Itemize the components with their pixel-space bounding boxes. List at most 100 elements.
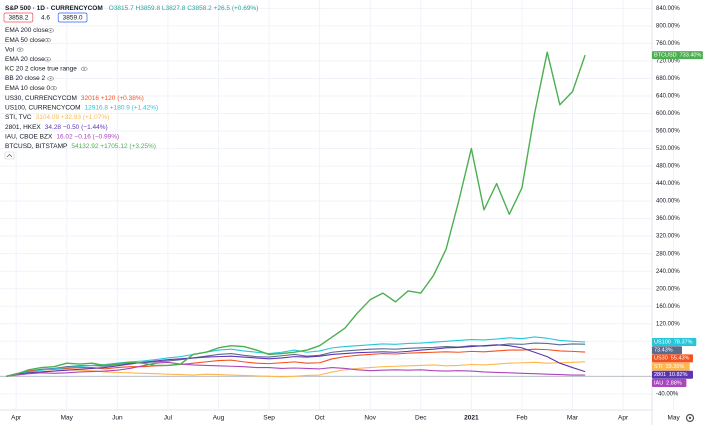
collapse-arrow [6,154,13,158]
price-tag-label: STI 33.26% [654,364,684,370]
legend-name: STI, TVC [5,114,32,121]
legend-entry: BTCUSD, BITSTAMP 54132.92 +1705.12 (+3.25… [5,143,156,150]
x-tick-label: Dec [415,415,427,422]
legend-quote: 54132.92 +1705.12 (+3.25%) [71,143,156,150]
legend: S&P 500 · 1D · CURRENCYCOM O3815.7 H3859.… [3,5,258,160]
price-tag-name: IAU [654,381,663,387]
x-tick-label: Aug [213,415,225,422]
y-tick-label: 400.00% [656,199,680,205]
y-tick-label: 320.00% [656,234,680,240]
price-tag [652,362,690,371]
eye-icon[interactable] [47,76,54,81]
price-tag [652,379,687,388]
eye-pupil [19,48,21,51]
settings-icon[interactable] [685,413,695,423]
y-tick-label: 360.00% [656,216,680,222]
y-tick-label: 120.00% [656,321,680,327]
price-tag-value: 733.40% [680,53,702,59]
price-tag-label: US30 55.43% [654,356,690,362]
y-tick-label: 240.00% [656,269,680,275]
price-tag [652,338,697,347]
eye-icon[interactable] [44,37,51,43]
plot [5,51,586,378]
eye-pupil [83,68,85,70]
x-tick-label: Oct [315,415,325,422]
grid [0,0,675,410]
indicator-label: EMA 50 close [5,37,45,44]
x-tick-label: Feb [516,415,528,422]
y-tick-label: 280.00% [656,251,680,257]
y-tick-label: 800.00% [656,23,680,29]
eye-icon[interactable] [16,47,24,52]
eye-pupil [52,87,55,89]
legend-name: IAU, CBOE BZX [5,133,53,140]
price-tag [652,370,693,379]
legend-entry: US30, CURRENCYCOM 32016 +120 (+0.38%) [5,95,144,102]
legend-quote: 12916.8 +180.9 (+1.42%) [85,104,159,111]
legend-quote: 3104.09 +32.93 (+1.07%) [36,114,110,121]
symbol-quote: O3815.7 H3859.8 L3827.8 C3858.2 +26.5 (+… [109,5,259,12]
indicator-label: Vol [5,46,15,53]
collapse-button[interactable] [4,151,15,160]
legend-entry: STI, TVC 3104.09 +32.93 (+1.07%) [5,114,109,121]
legend-entry: US100, CURRENCYCOM 12916.8 +180.9 (+1.42%… [5,104,158,111]
series-line [5,348,586,377]
y-tick-label: 640.00% [656,94,680,100]
legend-name: BTCUSD, BITSTAMP [5,143,67,150]
eye-pupil [49,77,52,80]
indicator-label: KC 20 2 close true range [5,66,77,73]
price-tag-label: BTCUSD 733.40% [654,53,701,59]
legend-name: 2801, HKEX [5,124,41,131]
price-tag-value: 2.88% [666,381,682,387]
eye-icon[interactable] [47,28,54,33]
indicator-label: EMA 200 close [5,27,49,34]
legend-quote: 32016 +120 (+0.38%) [81,95,144,102]
x-tick-label: 2021 [464,415,479,422]
price-button[interactable] [3,12,34,23]
legend-entry: 2801, HKEX 34.28 −0.50 (−1.44%) [5,124,108,131]
y-tick-label: 680.00% [656,76,680,82]
price-tag-name: US30 [654,356,668,362]
eye-icon[interactable] [44,57,51,62]
legend-quote: 16.02 −0.16 (−0.99%) [56,133,119,140]
y-tick-label: 840.00% [656,6,680,12]
price-tags: BTCUSD 733.40% US100 78.37% 73.43% US30 55.43%… [652,51,703,388]
price-tag-value: 78.37% [674,340,693,346]
x-tick-label: Mar [567,415,579,422]
legend-entry: IAU, CBOE BZX 16.02 −0.16 (−0.99%) [5,133,119,140]
price-button-label: 3859.0 [63,15,83,22]
price-tag-value: 10.82% [669,373,688,379]
y-tick-label: 160.00% [656,304,680,310]
price-tag [652,354,693,363]
x-tick-label: May [61,415,74,422]
indicator-label: BB 20 close 2 [5,75,45,82]
x-tick-label: Apr [618,415,629,422]
price-tag-label: 2801 10.82% [654,373,688,379]
price-button[interactable] [57,12,88,23]
series-line [5,51,586,378]
price-tag-value: 73.43% [654,348,673,354]
indicator-label: EMA 10 close 0 [5,85,51,92]
x-tick-label: Jun [112,415,123,422]
y-tick-label: 760.00% [656,41,680,47]
price-tag-label: IAU 2.88% [654,381,682,387]
eye-pupil [46,58,49,61]
eye-icon[interactable] [50,85,58,91]
eye-icon[interactable] [80,66,88,71]
y-tick-label: 720.00% [656,59,680,65]
y-tick-label: 440.00% [656,181,680,187]
legend-header: S&P 500 · 1D · CURRENCYCOM O3815.7 H3859.… [5,5,258,12]
price-button-label: 4.6 [41,15,50,22]
y-tick-label: -40.00% [656,391,679,397]
x-tick-label: Apr [11,415,22,422]
price-tag [652,346,682,355]
y-tick-label: 200.00% [656,286,680,292]
legend-quote: 34.28 −0.50 (−1.44%) [45,124,108,131]
price-tag-name: 2801 [654,373,666,379]
price-tag-label: 73.43% [654,348,673,354]
eye-pupil [49,29,52,32]
price-tag-label: US100 78.37% [654,340,693,346]
price-button-label: 3858.2 [8,15,28,22]
